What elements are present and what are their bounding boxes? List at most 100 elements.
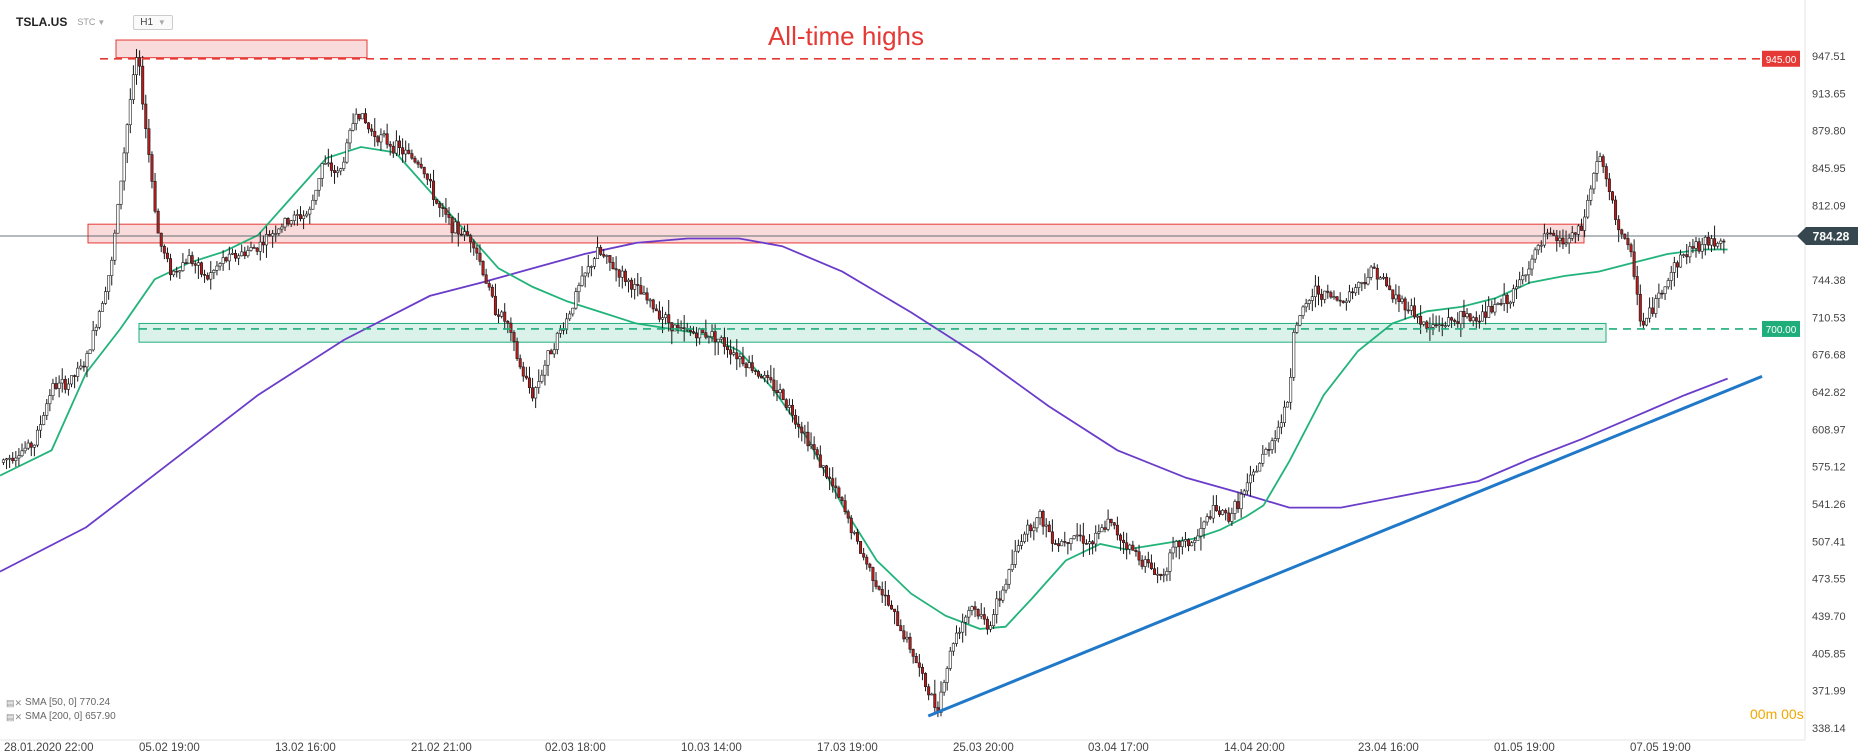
candle-body	[617, 269, 621, 278]
candle-body	[382, 133, 386, 136]
symbol-label[interactable]: TSLA.US	[16, 15, 68, 29]
source-label[interactable]: STC ▼	[77, 17, 105, 27]
candle-body	[1010, 564, 1014, 570]
sma200-line	[0, 237, 1728, 573]
candle-body	[800, 426, 804, 434]
indicator-icon[interactable]: ▤✕	[6, 712, 23, 722]
candle-body	[599, 247, 603, 255]
candle-body	[283, 218, 287, 228]
candle-body	[1156, 573, 1160, 576]
candle-body	[726, 346, 730, 351]
candle-body	[1351, 291, 1355, 294]
candle-body	[1657, 292, 1661, 299]
candle-body	[1292, 332, 1296, 378]
candle-body	[1063, 541, 1067, 543]
candle-body	[1425, 321, 1429, 329]
candle-body	[104, 291, 108, 304]
candle-body	[1013, 550, 1017, 565]
candle-body	[1493, 304, 1497, 313]
candle-body	[775, 390, 779, 394]
y-tick-label: 913.65	[1812, 88, 1846, 100]
candle-body	[1610, 191, 1614, 201]
candle-body	[583, 272, 587, 277]
candle-body	[1208, 516, 1212, 519]
candle-body	[227, 253, 231, 262]
candle-body	[1276, 426, 1280, 439]
candle-body	[985, 618, 989, 630]
candle-body	[1273, 438, 1277, 442]
candle-body	[1286, 401, 1290, 408]
candle-body	[1044, 524, 1048, 527]
candle-body	[134, 57, 138, 76]
candle-body	[1242, 490, 1246, 495]
candle-body	[1391, 289, 1395, 300]
candle-body	[261, 241, 265, 246]
candle-body	[1552, 232, 1556, 236]
candle-body	[497, 314, 501, 317]
legend-sma200[interactable]: ▤✕ SMA [200, 0] 657.90	[6, 710, 116, 724]
candle-body	[76, 367, 80, 377]
candle-body	[865, 556, 869, 565]
candle-body	[1344, 300, 1348, 303]
candle-body	[1001, 589, 1005, 601]
candle-body	[571, 307, 575, 315]
candle-body	[1697, 241, 1701, 252]
timeframe-select[interactable]: H1 ▼	[133, 14, 173, 30]
candle-body	[1041, 511, 1045, 527]
candle-body	[1669, 272, 1673, 281]
candle-body	[1437, 324, 1441, 327]
candle-body	[1403, 298, 1407, 311]
candle-body	[1558, 237, 1562, 241]
candle-body	[23, 447, 27, 452]
candle-body	[531, 387, 535, 399]
candle-body	[401, 147, 405, 155]
candle-body	[224, 257, 228, 262]
candle-body	[63, 379, 67, 390]
legend-sma50[interactable]: ▤✕ SMA [50, 0] 770.24	[6, 696, 116, 710]
candle-body	[110, 259, 114, 276]
candle-body	[1298, 315, 1302, 326]
candle-body	[602, 254, 606, 257]
candle-body	[1211, 505, 1215, 519]
candle-body	[237, 255, 241, 259]
candle-body	[803, 431, 807, 434]
y-tick-label: 439.70	[1812, 611, 1846, 623]
x-tick-label: 05.02 19:00	[139, 742, 200, 754]
candle-body	[939, 691, 943, 713]
candle-body	[1072, 535, 1076, 540]
candle-body	[1026, 524, 1030, 535]
candle-body	[1592, 172, 1596, 190]
level-badge-text: 700.00	[1766, 325, 1797, 336]
indicator-icon[interactable]: ▤✕	[6, 698, 23, 708]
candle-body	[1481, 311, 1485, 322]
candle-body	[11, 457, 15, 462]
candle-body	[1518, 279, 1522, 288]
candle-body	[391, 145, 395, 154]
candle-body	[1372, 266, 1376, 269]
candle-body	[131, 74, 135, 100]
candle-body	[258, 241, 262, 252]
candle-body	[1440, 324, 1444, 327]
candle-body	[1524, 274, 1528, 277]
candle-body	[1629, 244, 1633, 253]
candle-body	[14, 457, 18, 462]
candle-body	[144, 103, 148, 130]
candle-body	[125, 124, 129, 154]
source-text: STC	[77, 17, 96, 27]
candle-body	[280, 226, 284, 230]
candle-body	[1143, 559, 1147, 567]
x-tick-label: 02.03 18:00	[545, 742, 606, 754]
candle-body	[1716, 243, 1720, 247]
candle-body	[1709, 238, 1713, 246]
candle-body	[190, 255, 194, 265]
candle-body	[608, 255, 612, 263]
candle-body	[1282, 406, 1286, 423]
candle-body	[1050, 531, 1054, 544]
candle-body	[438, 203, 442, 208]
candle-body	[289, 220, 293, 225]
candle-body	[308, 208, 312, 215]
candle-body	[187, 255, 191, 264]
candle-body	[1456, 321, 1460, 324]
resistance-zone	[87, 223, 1585, 244]
